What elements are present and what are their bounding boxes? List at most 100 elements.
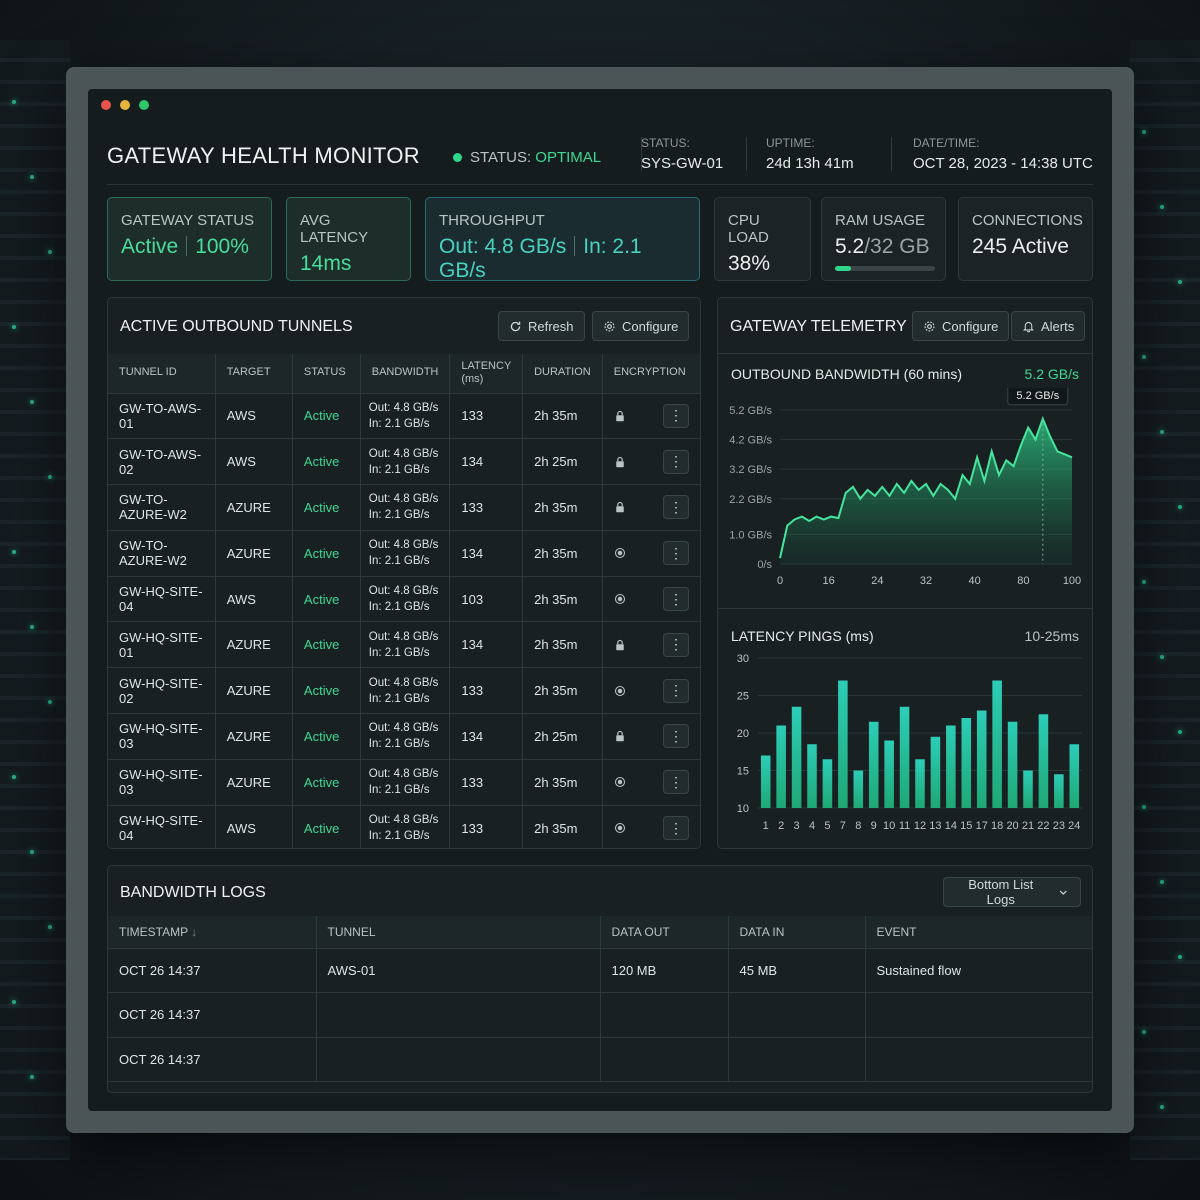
tunnel-id: GW-TO-AZURE-W2 (108, 530, 216, 577)
bandwidth-area (780, 418, 1072, 564)
column-header[interactable]: TUNNEL (316, 916, 601, 949)
tunnels-panel: ACTIVE OUTBOUND TUNNELS Refresh Configur… (107, 297, 701, 849)
lock-icon (614, 730, 626, 742)
log-out (600, 992, 729, 1038)
y-tick-label: 5.2 GB/s (729, 405, 772, 417)
row-actions-button[interactable]: ⋮ (663, 541, 689, 566)
alerts-button[interactable]: Alerts (1011, 311, 1086, 341)
table-row[interactable]: GW-TO-AZURE-W2 AZURE Active Out: 4.8 GB/s In… (108, 484, 700, 531)
x-tick-label: 100 (1063, 575, 1081, 587)
tunnels-configure-button[interactable]: Configure (592, 311, 690, 341)
latency-range: 10-25ms (1024, 628, 1079, 644)
tunnel-bandwidth: Out: 4.8 GB/s In: 2.1 GB/s (360, 484, 451, 531)
tunnel-bandwidth: Out: 4.8 GB/s In: 2.1 GB/s (360, 393, 451, 440)
telemetry-configure-button[interactable]: Configure (912, 311, 1010, 341)
tunnel-duration: 2h 35m (522, 393, 603, 440)
table-row[interactable]: GW-TO-AZURE-W2 AZURE Active Out: 4.8 GB/s In… (108, 530, 700, 577)
x-tick-label: 2 (778, 820, 784, 832)
row-actions-button[interactable]: ⋮ (663, 816, 689, 841)
card-ram-usage: RAM USAGE 5.2/32 GB (821, 197, 946, 281)
minimize-window-button[interactable] (120, 100, 130, 110)
tunnels-title: ACTIVE OUTBOUND TUNNELS (120, 318, 353, 335)
window-controls (101, 100, 149, 110)
rack-led (48, 700, 52, 704)
bandwidth-chart-title: OUTBOUND BANDWIDTH (60 mins) (731, 366, 963, 382)
x-tick-label: 10 (883, 820, 895, 832)
x-tick-label: 21 (1022, 820, 1034, 832)
logs-filter-dropdown[interactable]: Bottom List Logs (943, 877, 1081, 907)
tunnel-latency: 133 (449, 805, 524, 848)
card-avg-latency: AVG LATENCY 14ms (286, 197, 411, 281)
column-header[interactable]: TARGET (215, 354, 293, 394)
app-window: GATEWAY HEALTH MONITOR STATUS: OPTIMAL S… (88, 89, 1112, 1111)
table-row[interactable]: OCT 26 14:37 (108, 1037, 1092, 1082)
latency-bar (791, 706, 802, 808)
table-row[interactable]: GW-HQ-SITE-04 AWS Active Out: 4.8 GB/s In: 2… (108, 576, 700, 623)
table-row[interactable]: GW-TO-AWS-02 AWS Active Out: 4.8 GB/s In: 2.… (108, 438, 700, 486)
tunnel-latency: 133 (449, 667, 524, 715)
meta-system-id: STATUS: SYS-GW-01 (641, 136, 724, 172)
maximize-window-button[interactable] (139, 100, 149, 110)
latency-bar (1038, 714, 1049, 808)
column-header[interactable]: TIMESTAMP ↓ (108, 916, 317, 949)
x-tick-label: 9 (871, 820, 877, 832)
status-badge: Active (292, 484, 361, 531)
refresh-icon (510, 321, 521, 331)
tunnel-duration: 2h 35m (522, 530, 603, 577)
column-header[interactable]: LATENCY (ms) (449, 354, 524, 394)
telemetry-panel: GATEWAY TELEMETRY Configure Alerts OUTBO… (717, 297, 1093, 849)
column-header[interactable]: DATA OUT (600, 916, 729, 949)
row-actions-button[interactable]: ⋮ (663, 632, 689, 657)
tunnel-duration: 2h 35m (522, 759, 603, 806)
row-actions-button[interactable]: ⋮ (663, 403, 689, 428)
tunnel-id: GW-HQ-SITE-03 (108, 713, 216, 760)
rack-led (30, 175, 34, 179)
rack-led (1142, 130, 1146, 134)
logs-title: BANDWIDTH LOGS (120, 884, 266, 901)
column-header[interactable]: DURATION (522, 354, 603, 394)
row-actions-button[interactable]: ⋮ (663, 678, 689, 703)
tunnel-id: GW-HQ-SITE-04 (108, 805, 216, 848)
card-cpu-load: CPU LOAD 38% (714, 197, 811, 281)
latency-bar (961, 718, 972, 808)
column-header[interactable]: TUNNEL ID (108, 354, 216, 394)
column-header[interactable]: EVENT (865, 916, 1092, 949)
tunnel-target: AZURE (215, 713, 293, 760)
rack-led (1160, 430, 1164, 434)
peak-tooltip (1007, 388, 1069, 406)
row-actions-button[interactable]: ⋮ (663, 449, 689, 474)
row-actions-button[interactable]: ⋮ (663, 587, 689, 612)
latency-bar (976, 710, 987, 808)
system-status: STATUS: OPTIMAL (453, 149, 601, 166)
column-header[interactable]: BANDWIDTH (360, 354, 451, 394)
close-window-button[interactable] (101, 100, 111, 110)
table-row[interactable]: GW-TO-AWS-01 AWS Active Out: 4.8 GB/s In: 2.… (108, 393, 700, 440)
shield-icon (614, 593, 626, 605)
x-tick-label: 0 (777, 575, 783, 587)
column-header[interactable]: DATA IN (728, 916, 866, 949)
tunnel-latency: 134 (449, 621, 524, 669)
tunnel-encryption: ⋮ (602, 484, 700, 531)
table-row[interactable]: GW-HQ-SITE-03 AZURE Active Out: 4.8 GB/s In:… (108, 759, 700, 806)
table-row[interactable]: OCT 26 14:37 (108, 992, 1092, 1038)
table-row[interactable]: GW-HQ-SITE-04 AWS Active Out: 4.8 GB/s In: 2… (108, 805, 700, 848)
row-actions-button[interactable]: ⋮ (663, 724, 689, 749)
table-row[interactable]: OCT 26 14:37 AWS-01 120 MB 45 MB Sustained f… (108, 948, 1092, 993)
tunnel-id: GW-HQ-SITE-01 (108, 621, 216, 669)
row-actions-button[interactable]: ⋮ (663, 770, 689, 795)
tunnel-bandwidth: Out: 4.8 GB/s In: 2.1 GB/s (360, 759, 451, 806)
x-tick-label: 14 (945, 820, 957, 832)
tunnel-id: GW-HQ-SITE-03 (108, 759, 216, 806)
latency-bar (776, 725, 786, 808)
log-tunnel (316, 992, 601, 1038)
table-row[interactable]: GW-HQ-SITE-01 AZURE Active Out: 4.8 GB/s In:… (108, 621, 700, 669)
x-tick-label: 32 (920, 575, 932, 587)
row-actions-button[interactable]: ⋮ (663, 495, 689, 520)
table-row[interactable]: GW-HQ-SITE-03 AZURE Active Out: 4.8 GB/s In:… (108, 713, 700, 760)
column-header[interactable]: ENCRYPTION (602, 354, 700, 394)
column-header[interactable]: STATUS (292, 354, 361, 394)
refresh-button[interactable]: Refresh (498, 311, 585, 341)
log-in: 45 MB (728, 948, 866, 993)
table-row[interactable]: GW-HQ-SITE-02 AZURE Active Out: 4.8 GB/s In:… (108, 667, 700, 715)
